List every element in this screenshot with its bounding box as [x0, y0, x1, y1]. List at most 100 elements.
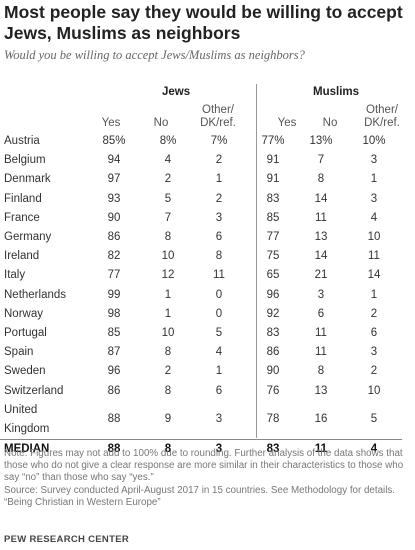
- cell-jews-yes: 88: [107, 413, 121, 426]
- country-label: Belgium: [4, 154, 46, 167]
- cell-jews-yes: 87: [107, 346, 121, 359]
- cell-muslims-other: 3: [370, 154, 378, 167]
- cell-muslims-no: 13: [314, 384, 328, 397]
- country-label: United Kingdom: [4, 403, 50, 436]
- note-text: Note: Figures may not add to 100% due to…: [4, 448, 404, 484]
- country-label: Norway: [4, 307, 43, 320]
- cell-jews-yes: 94: [107, 154, 121, 167]
- cell-jews-yes: 93: [107, 192, 121, 205]
- cell-muslims-other: 10: [367, 231, 381, 244]
- cell-muslims-yes: 83: [266, 327, 280, 340]
- col-header-muslims-other-line2: DK/ref.: [364, 117, 400, 129]
- cell-muslims-yes: 92: [266, 307, 280, 320]
- cell-jews-no: 1: [164, 307, 172, 320]
- cell-jews-yes: 99: [107, 288, 121, 301]
- cell-muslims-other: 1: [370, 173, 378, 186]
- cell-jews-yes: 97: [107, 173, 121, 186]
- cell-jews-no: 7: [164, 211, 172, 224]
- cell-jews-other: 2: [215, 192, 223, 205]
- cell-muslims-yes: 65: [266, 269, 280, 282]
- country-label: France: [4, 211, 40, 224]
- table-row: France 90 7 3 85 11 4: [0, 209, 402, 228]
- cell-muslims-yes: 83: [250, 439, 296, 460]
- col-header-muslims-other: Other/ DK/ref.: [354, 104, 410, 130]
- cell-muslims-no: 6: [317, 307, 325, 320]
- col-header-jews-yes: Yes: [101, 117, 121, 129]
- cell-jews-other: 3: [215, 413, 223, 426]
- cell-jews-yes: 85%: [102, 135, 126, 147]
- cell-jews-other: 7%: [210, 135, 228, 147]
- cell-muslims-other: 11: [368, 250, 380, 263]
- cell-muslims-yes: 83: [266, 192, 280, 205]
- cell-jews-no: 8: [164, 231, 172, 244]
- table-row: Denmark 97 2 1 91 8 1: [0, 170, 402, 189]
- cell-jews-no: 10: [161, 327, 175, 340]
- cell-jews-no: 1: [164, 288, 172, 301]
- cell-jews-no: 8%: [159, 135, 177, 147]
- cell-muslims-yes: 76: [266, 384, 280, 397]
- cell-jews-other: 0: [215, 288, 223, 301]
- col-header-jews-other: Other/ DK/ref.: [193, 104, 243, 130]
- median-row: MEDIAN 88 8 3 83 11 4: [0, 439, 402, 460]
- cell-jews-other: 3: [215, 211, 223, 224]
- cell-muslims-yes: 86: [266, 346, 280, 359]
- country-label: Italy: [4, 269, 26, 282]
- table-body: Austria 85% 8% 7% 77% 13% 10% Belgium 94 4 2 91 7 3 De…: [0, 132, 402, 460]
- cell-muslims-yes: 96: [266, 288, 280, 301]
- cell-muslims-yes: 77: [266, 231, 280, 244]
- col-header-muslims-no: No: [322, 117, 338, 129]
- cell-muslims-no: 11: [296, 439, 346, 460]
- table-row: Germany 86 8 6 77 13 10: [0, 228, 402, 247]
- notes: Note: Figures may not add to 100% due to…: [4, 448, 412, 509]
- table-row: United Kingdom 88 9 3 78 16 5: [0, 401, 402, 440]
- cell-muslims-no: 16: [314, 413, 328, 426]
- cell-jews-other: 8: [215, 250, 223, 263]
- cell-jews-other: 2: [215, 154, 223, 167]
- report-title: “Being Christian in Western Europe”: [4, 496, 161, 508]
- table-row: Finland 93 5 2 83 14 3: [0, 190, 402, 209]
- cell-jews-no: 2: [164, 365, 172, 378]
- table-row: Italy 77 12 11 65 21 14: [0, 266, 402, 285]
- col-header-jews-other-line2: DK/ref.: [200, 117, 236, 129]
- cell-jews-yes: 85: [107, 327, 121, 340]
- cell-muslims-other: 3: [370, 346, 378, 359]
- cell-muslims-other: 1: [370, 288, 378, 301]
- cell-jews-yes: 82: [107, 250, 121, 263]
- cell-muslims-yes: 90: [266, 365, 280, 378]
- cell-jews-other: 1: [215, 173, 223, 186]
- table-row: Netherlands 99 1 0 96 3 1: [0, 286, 402, 305]
- cell-muslims-yes: 78: [266, 413, 280, 426]
- cell-jews-yes: 86: [107, 384, 121, 397]
- cell-jews-yes: 77: [107, 269, 121, 282]
- table-row: Switzerland 86 8 6 76 13 10: [0, 382, 402, 401]
- cell-jews-no: 8: [164, 346, 172, 359]
- cell-jews-other: 4: [215, 346, 223, 359]
- cell-jews-other: 6: [215, 231, 223, 244]
- cell-jews-yes: 88: [80, 439, 148, 460]
- col-header-muslims-yes: Yes: [277, 117, 297, 129]
- country-label: Netherlands: [4, 288, 67, 301]
- cell-muslims-other: 10%: [362, 135, 386, 147]
- cell-jews-no: 2: [164, 173, 172, 186]
- chart-subtitle: Would you be willing to accept Jews/Musl…: [4, 48, 305, 62]
- col-header-jews-no: No: [153, 117, 169, 129]
- table-row: Belgium 94 4 2 91 7 3: [0, 151, 402, 170]
- cell-jews-other: 0: [215, 307, 223, 320]
- cell-muslims-no: 3: [317, 288, 325, 301]
- table-row: Norway 98 1 0 92 6 2: [0, 305, 402, 324]
- source-text: Source: Survey conducted April-August 20…: [4, 484, 396, 496]
- country-label: Germany: [4, 231, 52, 244]
- column-divider: [256, 84, 257, 438]
- cell-muslims-other: 4: [346, 439, 402, 460]
- cell-muslims-yes: 75: [266, 250, 280, 263]
- cell-muslims-no: 11: [315, 327, 327, 340]
- cell-muslims-no: 8: [317, 365, 325, 378]
- cell-muslims-other: 6: [370, 327, 378, 340]
- cell-jews-other: 1: [215, 365, 223, 378]
- cell-muslims-no: 8: [317, 173, 325, 186]
- cell-muslims-no: 13: [314, 231, 328, 244]
- cell-muslims-yes: 91: [266, 173, 280, 186]
- cell-muslims-no: 11: [315, 346, 327, 359]
- cell-jews-no: 9: [164, 413, 172, 426]
- cell-muslims-no: 14: [314, 250, 328, 263]
